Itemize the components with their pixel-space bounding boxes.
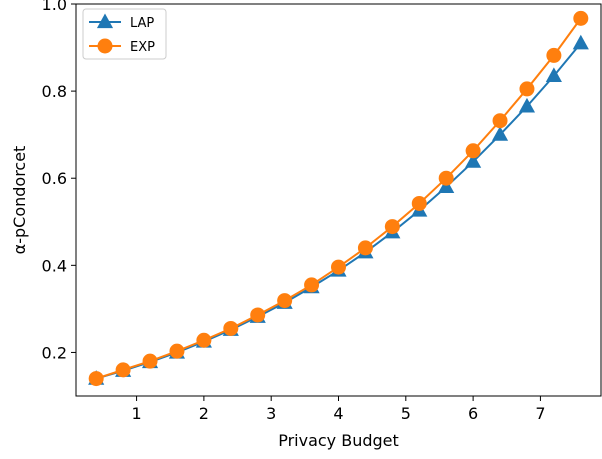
x-tick-label: 2	[199, 404, 209, 423]
x-tick-label: 6	[468, 404, 478, 423]
x-tick-label: 4	[333, 404, 343, 423]
y-axis-label: α-pCondorcet	[10, 146, 29, 255]
exp-data-point	[116, 362, 131, 377]
plot-area	[88, 11, 589, 386]
exp-data-point	[331, 260, 346, 275]
exp-data-point	[143, 354, 158, 369]
exp-data-point	[385, 219, 400, 234]
exp-data-point	[519, 81, 534, 96]
exp-data-point	[493, 113, 508, 128]
exp-data-point	[358, 240, 373, 255]
x-tick-label: 1	[131, 404, 141, 423]
exp-legend-label: EXP	[130, 40, 155, 55]
exp-data-point	[439, 171, 454, 186]
y-tick-label: 0.4	[42, 256, 67, 275]
exp-data-point	[169, 344, 184, 359]
legend: LAP EXP	[83, 9, 166, 59]
lap-legend-label: LAP	[130, 16, 154, 31]
exp-series-line	[96, 18, 581, 378]
x-tick-label: 5	[401, 404, 411, 423]
lap-series-line	[96, 43, 581, 378]
y-tick-label: 0.8	[42, 82, 67, 101]
exp-data-point	[304, 277, 319, 292]
x-tick-label: 7	[535, 404, 545, 423]
exp-data-point	[250, 307, 265, 322]
x-tick-label: 3	[266, 404, 276, 423]
y-tick-label: 0.6	[42, 169, 67, 188]
exp-data-point	[466, 143, 481, 158]
plot-frame	[76, 4, 601, 396]
exp-data-point	[546, 48, 561, 63]
lap-data-point	[573, 35, 589, 50]
exp-data-point	[196, 333, 211, 348]
exp-data-point	[223, 321, 238, 336]
exp-legend-marker	[98, 39, 113, 54]
exp-data-point	[277, 293, 292, 308]
exp-data-point	[412, 196, 427, 211]
y-tick-label: 1.0	[42, 0, 67, 14]
y-tick-label: 0.2	[42, 343, 67, 362]
axes: 1 2 3 4 5 6 7 0.2 0.4 0.6 0.8 1.0	[42, 0, 546, 423]
exp-data-point	[89, 371, 104, 386]
x-axis-label: Privacy Budget	[278, 431, 399, 450]
exp-data-point	[573, 11, 588, 26]
